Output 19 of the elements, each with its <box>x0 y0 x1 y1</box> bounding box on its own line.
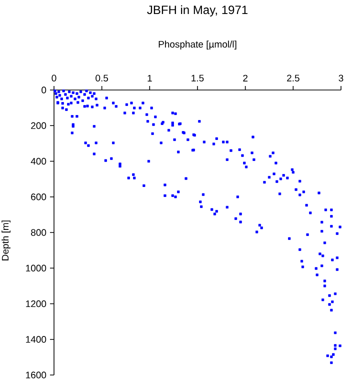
x-tick-label: 1.5 <box>192 74 204 82</box>
x-tick-label: 2 <box>243 74 248 82</box>
x-tick-label: 0 <box>52 74 56 82</box>
x-axis-title: Phosphate [µmol/l] <box>158 40 236 50</box>
y-tick-label: 1000 <box>26 264 46 272</box>
chart-title: JBFH in May, 1971 <box>147 5 248 16</box>
y-axis-title: Depth [m] <box>2 220 10 260</box>
x-tick-label: 0.5 <box>96 74 108 82</box>
y-tick-label: 1600 <box>26 372 46 378</box>
y-tick-label: 800 <box>31 229 46 236</box>
x-tick-label: 2.5 <box>287 74 300 82</box>
y-tick-label: 200 <box>31 122 46 129</box>
y-tick-label: 1400 <box>26 336 46 343</box>
x-tick-label: 1 <box>148 74 152 82</box>
y-tick-label: 400 <box>30 158 46 165</box>
y-tick-label: 600 <box>31 194 46 200</box>
y-tick-label: 0 <box>42 86 46 94</box>
y-tick-label: 1200 <box>26 300 46 308</box>
x-tick-label: 3 <box>338 74 344 82</box>
